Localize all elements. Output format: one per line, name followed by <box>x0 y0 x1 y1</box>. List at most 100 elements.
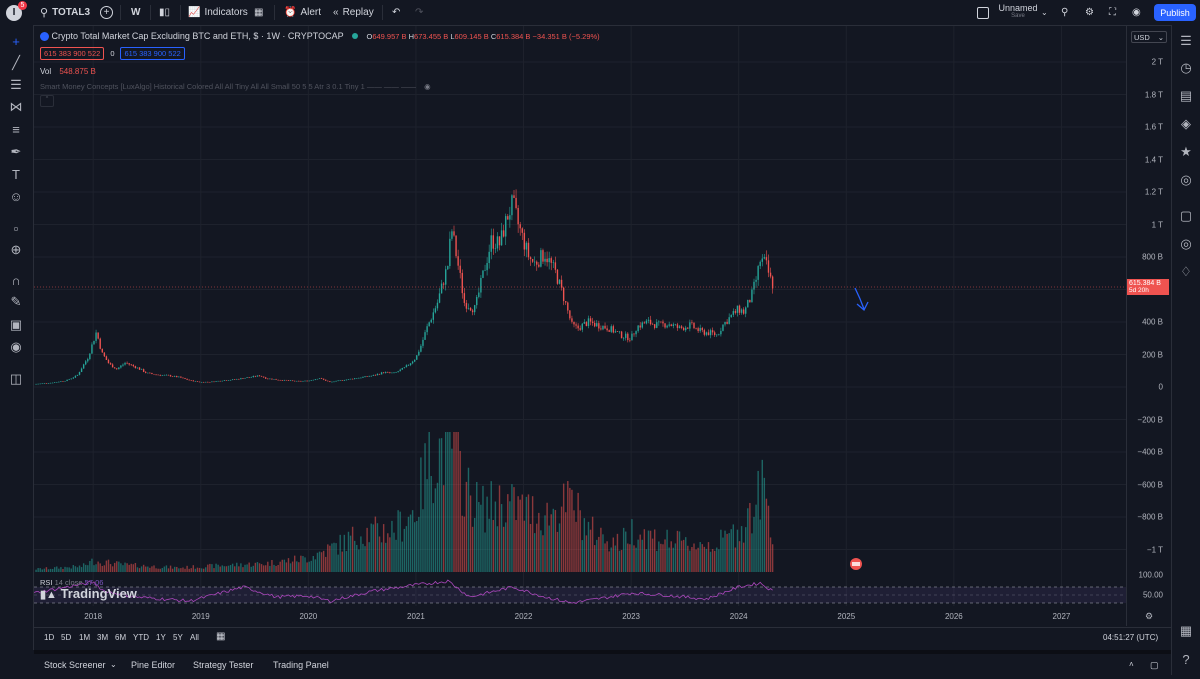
date-range-icon[interactable]: ▦ <box>216 631 226 642</box>
broadcast-icon[interactable]: ◎ <box>1180 236 1192 251</box>
settings-button[interactable]: ⚙ <box>1085 0 1094 25</box>
volume-bar <box>109 564 112 572</box>
timeframe-1y[interactable]: 1Y <box>156 633 166 642</box>
timeframe-5y[interactable]: 5Y <box>173 633 183 642</box>
emoji-icon[interactable]: ☺ <box>9 188 23 204</box>
symbol-search[interactable]: ⚲ TOTAL3 <box>40 0 90 25</box>
collapse-legend-button[interactable]: ˆ <box>40 95 54 107</box>
tab-trading-panel[interactable]: Trading Panel <box>273 660 329 670</box>
volume-bar <box>540 530 542 572</box>
indicator-legend[interactable]: Smart Money Concepts [LuxAlgo] Historica… <box>40 82 431 91</box>
volume-bar <box>397 510 399 572</box>
fib-icon[interactable]: ≡ <box>12 121 20 137</box>
brush-icon[interactable]: ✒ <box>10 144 22 159</box>
zoom-in-icon[interactable]: ⊕ <box>10 242 22 257</box>
pattern-icon[interactable]: ⋈ <box>9 99 23 114</box>
price-axis-label: 1.6 T <box>1144 122 1163 132</box>
candle-body <box>229 380 232 381</box>
volume-bar <box>494 501 497 572</box>
pencil-lock-icon[interactable]: ✎ <box>10 294 22 309</box>
layout-name-block[interactable]: Unnamed Save <box>997 3 1039 19</box>
chevron-up-icon[interactable]: ˄ <box>1129 660 1134 669</box>
chart-type-button[interactable]: ▮▯ <box>159 0 170 25</box>
volume-bar <box>393 532 395 572</box>
layouts-button[interactable]: ▦ <box>254 0 263 25</box>
volume-bar <box>502 526 505 572</box>
help-icon[interactable]: ? <box>1182 651 1190 667</box>
scale-settings-icon[interactable]: ⚙ <box>1145 611 1154 621</box>
candle-body <box>455 235 457 257</box>
layout-dropdown[interactable]: ⌄ <box>1041 0 1048 25</box>
lock-icon[interactable]: ▣ <box>9 317 23 332</box>
buy-button[interactable]: 615 383 900 522 <box>120 47 185 60</box>
eye-icon[interactable]: ◉ <box>10 339 22 354</box>
timeframe-all[interactable]: All <box>190 633 199 642</box>
timeframe-1d[interactable]: 1D <box>44 633 55 642</box>
volume-bar <box>722 537 724 572</box>
candle-body <box>627 333 629 341</box>
layers-icon[interactable]: ◈ <box>1181 116 1191 131</box>
timeframe-5d[interactable]: 5D <box>61 633 72 642</box>
candle-body <box>469 308 472 311</box>
candle-body <box>533 261 536 263</box>
replay-button[interactable]: « Replay <box>333 0 374 25</box>
candle-body <box>587 318 590 326</box>
currency-select[interactable]: USD ⌄ <box>1131 31 1167 43</box>
trash-icon[interactable]: ◫ <box>9 371 23 386</box>
chat-icon[interactable]: ▢ <box>1179 208 1193 223</box>
sell-button[interactable]: 615 383 900 522 <box>40 47 105 60</box>
order-panel-icon[interactable]: ▦ <box>1179 623 1193 638</box>
news-icon[interactable]: ▤ <box>1179 88 1193 103</box>
volume-bar <box>660 543 662 572</box>
redo-button[interactable]: ↷ <box>415 0 423 25</box>
tab-stock-screener[interactable]: Stock Screener <box>44 660 106 670</box>
maximize-panel-icon[interactable]: ▢ <box>1150 660 1159 670</box>
layout-menu[interactable] <box>977 0 989 25</box>
volume-bar <box>68 567 70 572</box>
ideas-bulb-icon[interactable]: ◎ <box>1180 172 1192 187</box>
volume-bar <box>635 547 637 572</box>
eye-hidden-icon[interactable]: ◉ <box>424 82 431 91</box>
candle-body <box>449 238 451 267</box>
text-icon[interactable]: T <box>12 166 20 182</box>
trend-line-icon[interactable]: ╱ <box>12 55 20 70</box>
volume-bar <box>351 526 354 572</box>
compare-button[interactable]: + <box>100 0 113 25</box>
timeframe-6m[interactable]: 6M <box>115 633 127 642</box>
candle-body <box>562 287 565 302</box>
hotlist-icon[interactable]: ★ <box>1180 144 1192 159</box>
alerts-clock-icon[interactable]: ◷ <box>1180 60 1192 75</box>
user-menu[interactable]: I 5 <box>6 0 27 25</box>
volume-bar <box>236 562 238 572</box>
chevron-down-icon[interactable]: ⌄ <box>110 660 117 669</box>
rsi-params: 14 close <box>54 578 83 587</box>
timeframe-3m[interactable]: 3M <box>97 633 109 642</box>
volume-bar <box>107 559 110 572</box>
tab-strategy-tester[interactable]: Strategy Tester <box>193 660 254 670</box>
publish-button[interactable]: Publish <box>1154 4 1196 21</box>
undo-button[interactable]: ↶ <box>392 0 400 25</box>
volume-bar <box>161 568 163 572</box>
interval-button[interactable]: W <box>131 0 140 25</box>
timeframe-1m[interactable]: 1M <box>79 633 91 642</box>
snapshot-button[interactable]: ◉ <box>1132 0 1141 25</box>
magnet-icon[interactable]: ∩ <box>11 272 21 288</box>
candle-body <box>312 379 315 381</box>
chart-canvas[interactable] <box>34 26 1126 626</box>
notifications-bell-icon[interactable]: ♢ <box>1180 264 1192 279</box>
tab-pine-editor[interactable]: Pine Editor <box>131 660 176 670</box>
horizontal-lines-icon[interactable]: ☰ <box>10 77 22 92</box>
utc-clock[interactable]: 04:51:27 (UTC) <box>1103 633 1159 642</box>
fullscreen-button[interactable]: ⛶ <box>1109 0 1116 25</box>
crosshair-icon[interactable]: + <box>12 33 20 49</box>
avatar[interactable]: I <box>6 4 22 21</box>
candle-body <box>99 338 101 349</box>
ruler-icon[interactable]: ▫ <box>13 220 19 236</box>
quick-search-button[interactable]: ⚲ <box>1061 0 1068 25</box>
timeframe-ytd[interactable]: YTD <box>133 633 149 642</box>
candle-body <box>759 261 761 267</box>
watchlist-icon[interactable]: ☰ <box>1180 33 1192 48</box>
indicators-button[interactable]: 📈 Indicators <box>188 0 248 25</box>
alert-button[interactable]: ⏰ Alert <box>284 0 321 25</box>
